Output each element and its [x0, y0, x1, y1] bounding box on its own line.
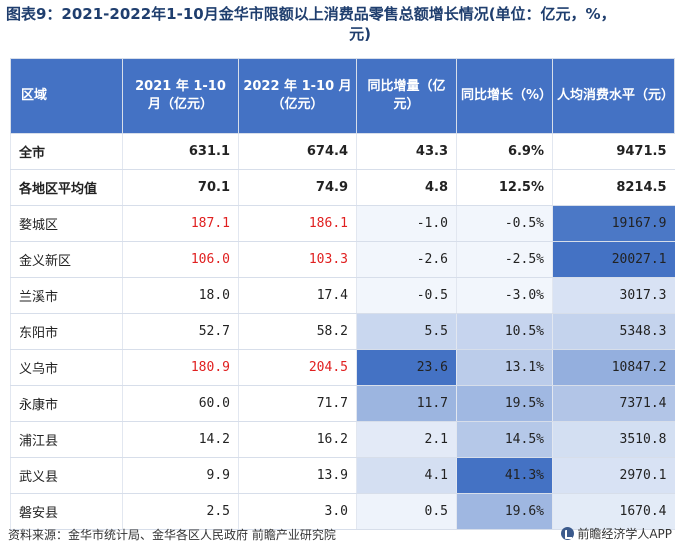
cell-growth: 6.9%: [456, 133, 553, 170]
cell-2021: 9.9: [122, 457, 239, 494]
cell-growth: 41.3%: [456, 457, 553, 494]
consumption-table: 区域 2021 年 1-10 月（亿元） 2022 年 1-10 月（亿元） 同…: [10, 58, 675, 530]
cell-delta: 0.5: [356, 493, 457, 530]
cell-2022: 674.4: [238, 133, 357, 170]
table-row: 兰溪市 18.0 17.4 -0.5 -3.0% 3017.3: [10, 277, 675, 314]
cell-2022: 204.5: [238, 349, 357, 386]
header-2022: 2022 年 1-10 月（亿元）: [238, 58, 357, 134]
table-row: 东阳市 52.7 58.2 5.5 10.5% 5348.3: [10, 313, 675, 350]
header-growth: 同比增长（%）: [456, 58, 553, 134]
cell-region: 武义县: [10, 457, 123, 494]
cell-percap: 2970.1: [552, 457, 675, 494]
cell-region: 永康市: [10, 385, 123, 422]
cell-percap: 9471.5: [552, 133, 675, 170]
cell-2021: 60.0: [122, 385, 239, 422]
cell-delta: -2.6: [356, 241, 457, 278]
cell-percap: 20027.1: [552, 241, 675, 278]
cell-region: 东阳市: [10, 313, 123, 350]
title-line-2: 元): [349, 25, 371, 43]
table-row: 武义县 9.9 13.9 4.1 41.3% 2970.1: [10, 457, 675, 494]
cell-region: 各地区平均值: [10, 169, 123, 206]
header-2021: 2021 年 1-10 月（亿元）: [122, 58, 239, 134]
title-line-1: 图表9：2021-2022年1-10月金华市限额以上消费品零售总额增长情况(单位…: [6, 5, 616, 23]
header-delta: 同比增量（亿元）: [356, 58, 457, 134]
cell-growth: -3.0%: [456, 277, 553, 314]
cell-2021: 180.9: [122, 349, 239, 386]
cell-delta: 4.1: [356, 457, 457, 494]
brand-name: 前瞻经济学人APP: [577, 527, 672, 541]
cell-growth: 14.5%: [456, 421, 553, 458]
cell-percap: 10847.2: [552, 349, 675, 386]
cell-delta: 4.8: [356, 169, 457, 206]
cell-2021: 70.1: [122, 169, 239, 206]
cell-region: 金义新区: [10, 241, 123, 278]
cell-region: 磐安县: [10, 493, 123, 530]
cell-percap: 8214.5: [552, 169, 675, 206]
brand-logo-icon: [561, 527, 575, 540]
cell-2022: 13.9: [238, 457, 357, 494]
cell-2022: 71.7: [238, 385, 357, 422]
cell-2021: 18.0: [122, 277, 239, 314]
table-row: 磐安县 2.5 3.0 0.5 19.6% 1670.4: [10, 493, 675, 530]
table-row: 义乌市 180.9 204.5 23.6 13.1% 10847.2: [10, 349, 675, 386]
cell-delta: 23.6: [356, 349, 457, 386]
cell-2022: 186.1: [238, 205, 357, 242]
cell-growth: 13.1%: [456, 349, 553, 386]
table-row: 各地区平均值 70.1 74.9 4.8 12.5% 8214.5: [10, 169, 675, 206]
cell-growth: 10.5%: [456, 313, 553, 350]
table-row: 永康市 60.0 71.7 11.7 19.5% 7371.4: [10, 385, 675, 422]
cell-percap: 5348.3: [552, 313, 675, 350]
cell-delta: 5.5: [356, 313, 457, 350]
cell-2021: 52.7: [122, 313, 239, 350]
cell-region: 婺城区: [10, 205, 123, 242]
cell-2021: 187.1: [122, 205, 239, 242]
cell-growth: 19.5%: [456, 385, 553, 422]
cell-2022: 3.0: [238, 493, 357, 530]
cell-delta: 43.3: [356, 133, 457, 170]
table-row: 婺城区 187.1 186.1 -1.0 -0.5% 19167.9: [10, 205, 675, 242]
cell-delta: 2.1: [356, 421, 457, 458]
cell-percap: 3510.8: [552, 421, 675, 458]
cell-2021: 106.0: [122, 241, 239, 278]
cell-2022: 17.4: [238, 277, 357, 314]
cell-region: 浦江县: [10, 421, 123, 458]
cell-percap: 3017.3: [552, 277, 675, 314]
cell-delta: 11.7: [356, 385, 457, 422]
cell-2021: 631.1: [122, 133, 239, 170]
cell-growth: -2.5%: [456, 241, 553, 278]
cell-growth: -0.5%: [456, 205, 553, 242]
cell-growth: 12.5%: [456, 169, 553, 206]
cell-2022: 58.2: [238, 313, 357, 350]
table-row: 金义新区 106.0 103.3 -2.6 -2.5% 20027.1: [10, 241, 675, 278]
cell-growth: 19.6%: [456, 493, 553, 530]
brand-mark: 前瞻经济学人APP: [561, 525, 672, 542]
table-header-row: 区域 2021 年 1-10 月（亿元） 2022 年 1-10 月（亿元） 同…: [10, 58, 675, 134]
cell-region: 兰溪市: [10, 277, 123, 314]
cell-2021: 2.5: [122, 493, 239, 530]
table-row: 浦江县 14.2 16.2 2.1 14.5% 3510.8: [10, 421, 675, 458]
chart-title: 图表9：2021-2022年1-10月金华市限额以上消费品零售总额增长情况(单位…: [6, 4, 674, 44]
cell-2022: 16.2: [238, 421, 357, 458]
table-row: 全市 631.1 674.4 43.3 6.9% 9471.5: [10, 133, 675, 170]
cell-percap: 7371.4: [552, 385, 675, 422]
source-note: 资料来源：金华市统计局、金华各区人民政府 前瞻产业研究院: [8, 528, 336, 542]
cell-region: 义乌市: [10, 349, 123, 386]
cell-delta: -0.5: [356, 277, 457, 314]
header-percap: 人均消费水平（元）: [552, 58, 675, 134]
cell-2022: 74.9: [238, 169, 357, 206]
cell-delta: -1.0: [356, 205, 457, 242]
cell-percap: 19167.9: [552, 205, 675, 242]
header-region: 区域: [10, 58, 123, 134]
cell-2022: 103.3: [238, 241, 357, 278]
cell-region: 全市: [10, 133, 123, 170]
cell-percap: 1670.4: [552, 493, 675, 530]
cell-2021: 14.2: [122, 421, 239, 458]
